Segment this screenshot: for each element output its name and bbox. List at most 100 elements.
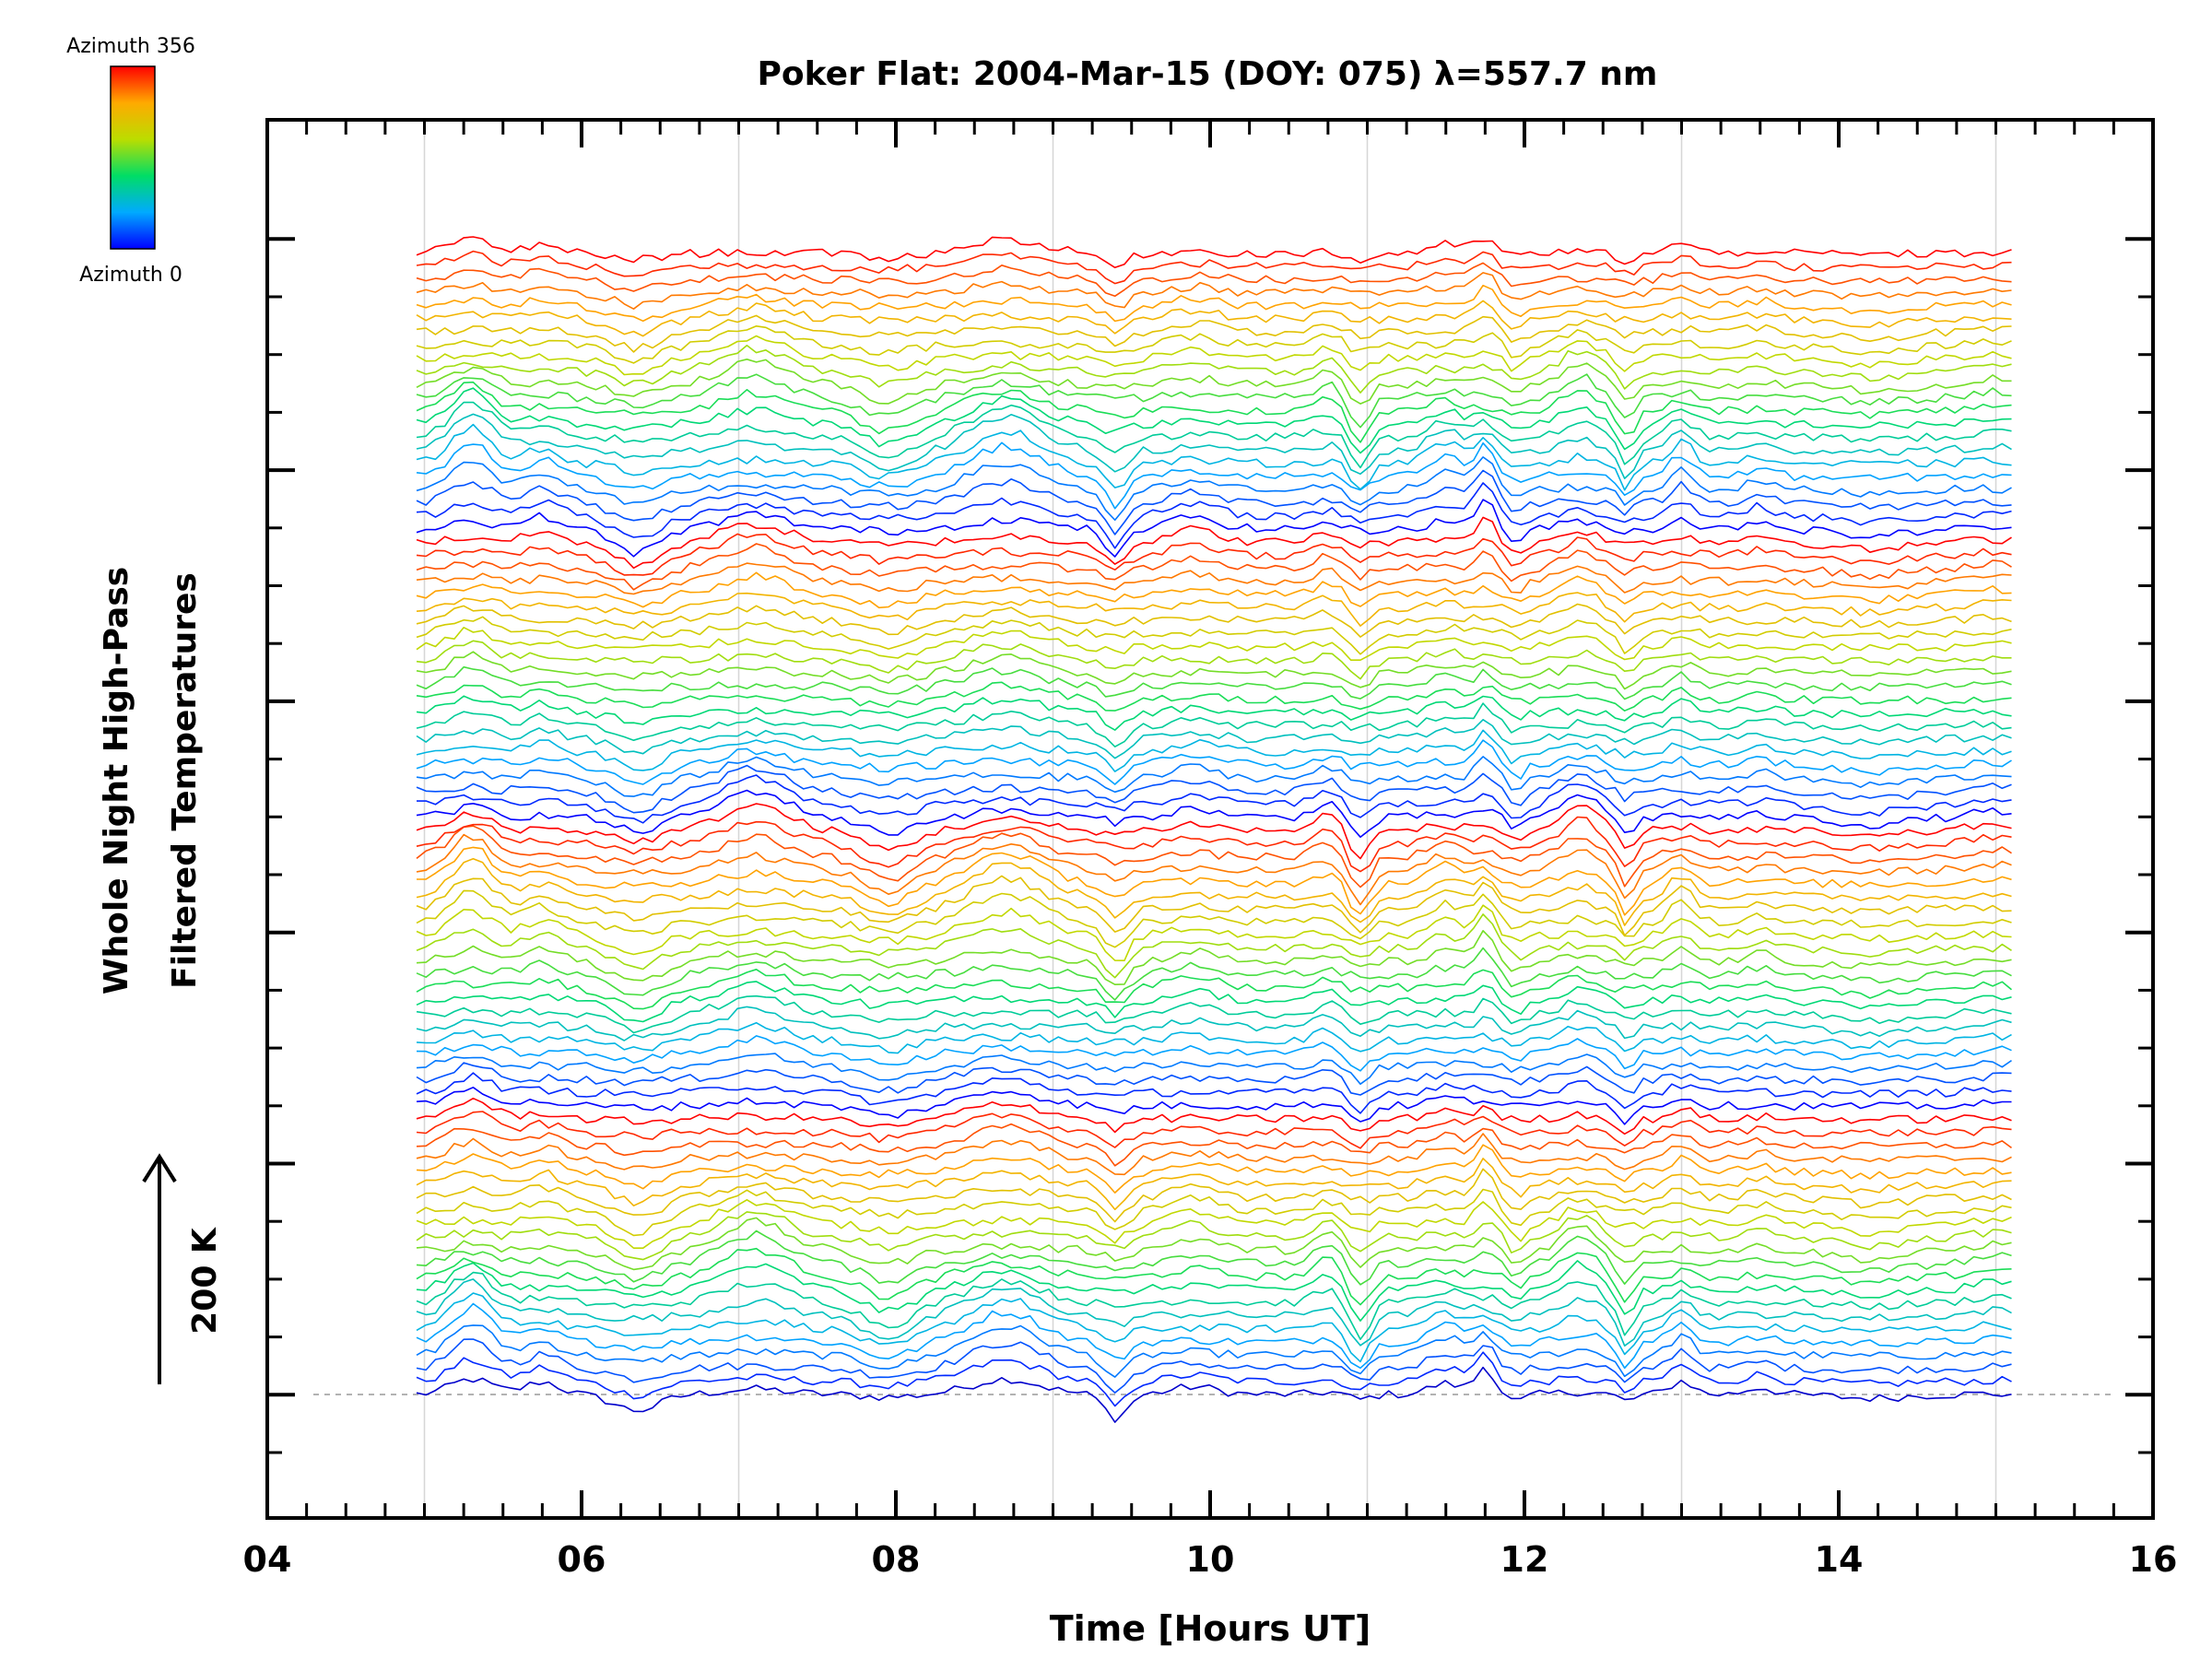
temperature-trace <box>416 1211 2012 1261</box>
temperature-trace <box>416 345 2012 394</box>
x-tick-label: 14 <box>1815 1539 1864 1580</box>
temperature-trace <box>416 1247 2012 1306</box>
temperature-trace <box>416 1260 2012 1322</box>
temperature-trace <box>416 1087 2012 1125</box>
temperature-trace <box>416 640 2012 680</box>
temperature-trace <box>416 1158 2012 1211</box>
temperature-trace <box>416 1230 2012 1286</box>
scale-bar: 200 K <box>142 1153 224 1384</box>
temperature-trace <box>416 695 2012 731</box>
temperature-trace <box>416 875 2012 936</box>
temperature-trace <box>416 300 2012 337</box>
temperature-trace <box>416 789 2012 838</box>
temperature-trace <box>416 719 2012 759</box>
temperature-trace <box>416 381 2012 443</box>
temperature-trace <box>416 803 2012 860</box>
temperature-trace <box>416 401 2012 469</box>
temperature-trace <box>416 1278 2012 1347</box>
temperature-trace <box>416 702 2012 747</box>
temperature-trace <box>416 499 2012 558</box>
temperature-trace <box>416 314 2012 353</box>
temperature-trace <box>416 889 2012 948</box>
temperature-trace <box>416 1168 2012 1223</box>
temperature-trace <box>416 994 2012 1034</box>
temperature-trace <box>416 469 2012 535</box>
temperature-trace <box>416 1006 2012 1041</box>
temperature-trace <box>416 441 2012 510</box>
temperature-trace <box>416 665 2012 700</box>
temperature-trace <box>416 603 2012 638</box>
temperature-trace <box>416 1199 2012 1249</box>
colorbar <box>110 65 156 250</box>
y-axis-label-line2: Filtered Temperatures <box>166 572 204 989</box>
x-tick-label: 08 <box>872 1539 921 1580</box>
temperature-trace <box>416 1097 2012 1135</box>
temperature-trace <box>416 616 2012 655</box>
temperature-trace <box>416 516 2012 570</box>
temperature-trace <box>416 543 2012 591</box>
temperature-trace <box>416 833 2012 906</box>
temperature-trace <box>416 284 2012 323</box>
temperature-trace <box>416 774 2012 824</box>
axes-layer: 04 06 08 10 12 14 16 Time [Hours UT] <box>243 118 2178 1649</box>
temperature-trace <box>416 1217 2012 1271</box>
temperature-trace <box>416 325 2012 364</box>
temperature-trace <box>416 825 2012 888</box>
temperature-trace <box>416 335 2012 376</box>
temperature-trace <box>416 627 2012 661</box>
temperature-trace <box>416 1188 2012 1237</box>
y-axis-label-line1: Whole Night High-Pass <box>98 567 135 994</box>
temperature-trace <box>416 1366 2012 1423</box>
temperature-trace <box>416 1053 2012 1085</box>
temperature-trace <box>416 359 2012 405</box>
temperature-trace <box>416 1021 2012 1054</box>
temperature-trace <box>416 562 2012 595</box>
x-tick-label: 06 <box>558 1539 606 1580</box>
temperature-trace <box>416 1111 2012 1149</box>
temperature-trace <box>416 1144 2012 1194</box>
temperature-trace <box>416 729 2012 772</box>
colorbar-top-label: Azimuth 356 <box>66 35 195 58</box>
temperature-trace <box>416 1338 2012 1394</box>
temperature-trace <box>416 1035 2012 1072</box>
x-tick-label: 16 <box>2129 1539 2178 1580</box>
x-tick-label: 12 <box>1500 1539 1549 1580</box>
chart-title: Poker Flat: 2004-Mar-15 (DOY: 075) λ=557… <box>758 55 1658 93</box>
x-axis-label: Time [Hours UT] <box>1050 1608 1371 1649</box>
temperature-trace <box>416 1133 2012 1176</box>
temperature-trace <box>416 981 2012 1023</box>
temperature-trace <box>416 236 2012 269</box>
temperature-trace <box>416 1123 2012 1167</box>
temperature-trace <box>416 947 2012 1001</box>
temperature-trace <box>416 756 2012 797</box>
temperature-trace <box>416 1271 2012 1340</box>
temperature-trace <box>416 1302 2012 1370</box>
temperature-trace <box>416 250 2012 285</box>
temperature-trace <box>416 930 2012 985</box>
temperature-trace <box>416 592 2012 627</box>
temperature-trace <box>416 387 2012 454</box>
x-tick-label: 10 <box>1186 1539 1235 1580</box>
traces-layer <box>416 236 2013 1423</box>
temperature-trace <box>416 1351 2012 1407</box>
x-tick-label: 04 <box>243 1539 292 1580</box>
temperature-trace <box>416 913 2012 979</box>
temperature-trace <box>416 764 2012 814</box>
colorbar-bottom-label: Azimuth 0 <box>79 264 182 287</box>
temperature-trace <box>416 262 2012 298</box>
temperature-trace <box>416 482 2012 549</box>
temperature-trace <box>416 533 2012 576</box>
temperature-trace <box>416 272 2012 310</box>
temperature-trace <box>416 857 2012 926</box>
temperature-trace <box>416 1324 2012 1378</box>
temperature-trace <box>416 681 2012 712</box>
temperature-trace <box>416 1292 2012 1363</box>
temperature-trace <box>416 651 2012 690</box>
temperature-trace <box>416 816 2012 873</box>
temperature-trace <box>416 969 2013 1010</box>
temperature-trace <box>416 571 2012 609</box>
temperature-trace <box>416 846 2012 916</box>
temperature-trace <box>416 373 2012 429</box>
